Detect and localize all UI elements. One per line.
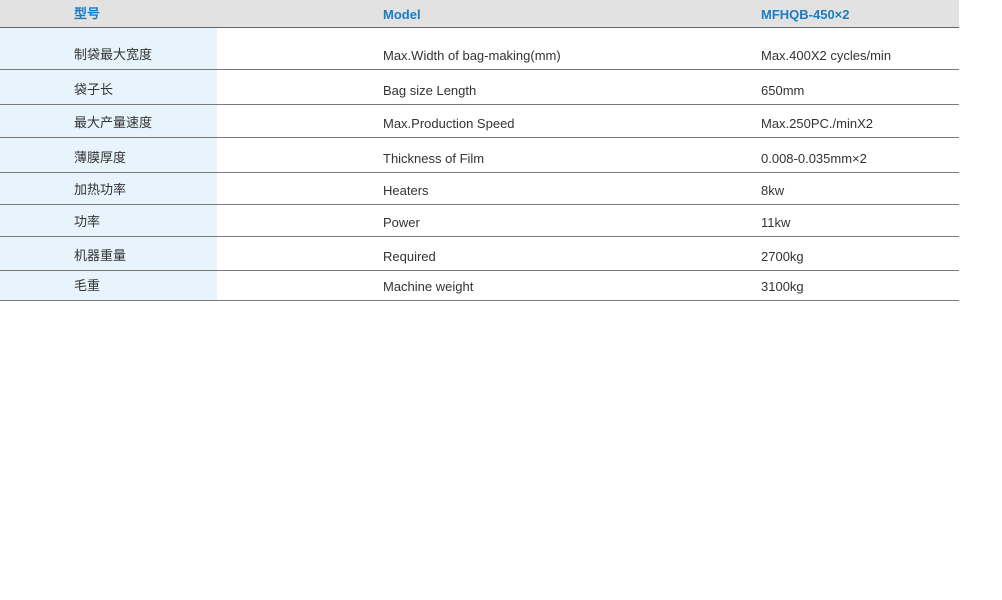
header-zh: 型号 xyxy=(74,6,101,21)
cell-en: Heaters xyxy=(383,183,429,198)
cell-en: Required xyxy=(383,249,436,264)
table-row: 功率 Power 11kw xyxy=(0,205,959,237)
cell-value: 3100kg xyxy=(761,279,804,294)
cell-en: Power xyxy=(383,215,420,230)
table-row: 机器重量 Required 2700kg xyxy=(0,237,959,271)
header-en: Model xyxy=(383,7,421,22)
cell-en: Bag size Length xyxy=(383,83,477,98)
table-header: 型号 Model MFHQB-450×2 xyxy=(0,0,959,28)
table-row: 加热功率 Heaters 8kw xyxy=(0,173,959,205)
first-col-bg xyxy=(0,28,217,69)
cell-en: Max.Width of bag-making(mm) xyxy=(383,48,561,63)
cell-en: Machine weight xyxy=(383,279,474,294)
cell-value: 0.008-0.035mm×2 xyxy=(761,151,867,166)
first-col-bg xyxy=(0,271,217,300)
first-col-bg xyxy=(0,205,217,236)
cell-zh: 制袋最大宽度 xyxy=(74,47,153,62)
cell-zh: 袋子长 xyxy=(74,82,114,97)
cell-en: Max.Production Speed xyxy=(383,116,515,131)
cell-value: 650mm xyxy=(761,83,805,98)
header-value: MFHQB-450×2 xyxy=(761,7,850,22)
first-col-bg xyxy=(0,138,217,172)
cell-zh: 毛重 xyxy=(74,278,101,293)
spec-table: 型号 Model MFHQB-450×2 制袋最大宽度 Max.Width of… xyxy=(0,0,959,301)
table-row: 最大产量速度 Max.Production Speed Max.250PC./m… xyxy=(0,105,959,138)
first-col-bg xyxy=(0,173,217,204)
cell-zh: 薄膜厚度 xyxy=(74,150,127,165)
cell-zh: 加热功率 xyxy=(74,182,127,197)
cell-en: Thickness of Film xyxy=(383,151,485,166)
cell-value: 2700kg xyxy=(761,249,804,264)
first-col-bg xyxy=(0,105,217,137)
cell-value: Max.400X2 cycles/min xyxy=(761,48,892,63)
first-col-bg xyxy=(0,237,217,270)
cell-zh: 机器重量 xyxy=(74,248,127,263)
cell-zh: 功率 xyxy=(74,214,101,229)
cell-value: 11kw xyxy=(761,215,791,230)
table-row: 制袋最大宽度 Max.Width of bag-making(mm) Max.4… xyxy=(0,28,959,70)
table-row: 袋子长 Bag size Length 650mm xyxy=(0,70,959,105)
table-row: 薄膜厚度 Thickness of Film 0.008-0.035mm×2 xyxy=(0,138,959,173)
cell-value: Max.250PC./minX2 xyxy=(761,116,873,131)
cell-zh: 最大产量速度 xyxy=(74,115,153,130)
cell-value: 8kw xyxy=(761,183,785,198)
table-row: 毛重 Machine weight 3100kg xyxy=(0,271,959,301)
first-col-bg xyxy=(0,70,217,104)
